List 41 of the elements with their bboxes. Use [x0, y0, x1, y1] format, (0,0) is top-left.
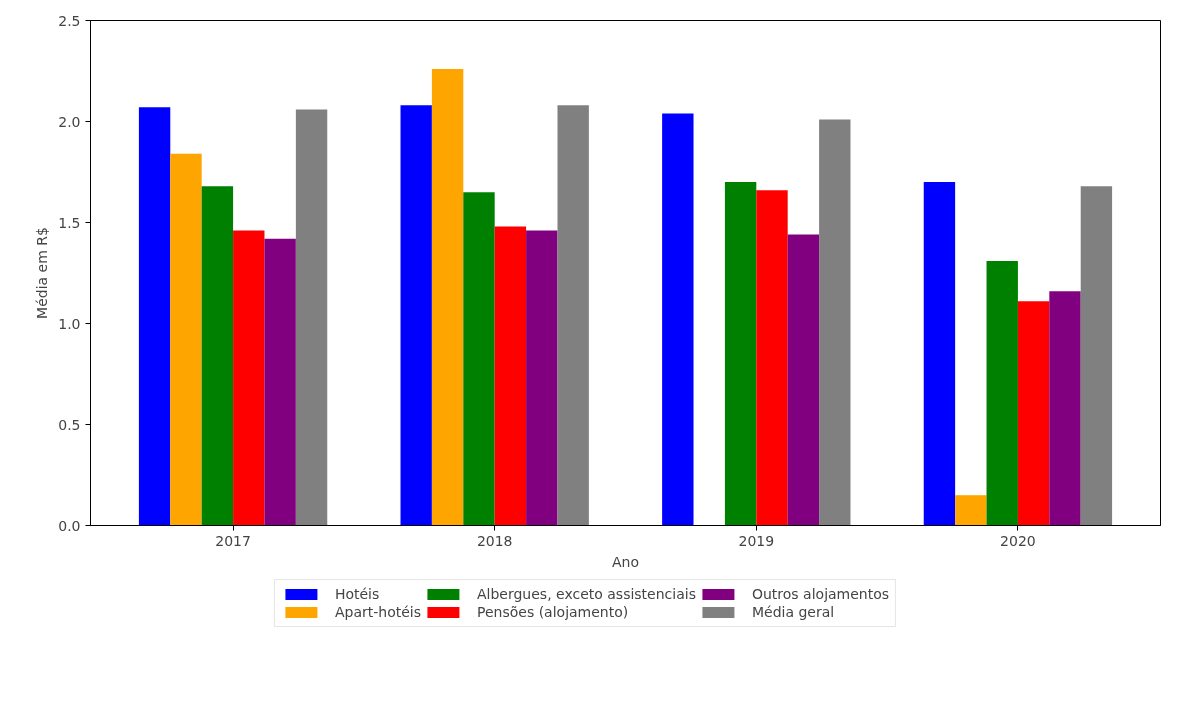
bar	[955, 495, 987, 526]
x-axis-title: Ano	[611, 553, 640, 570]
bar	[201, 186, 234, 526]
bar	[463, 192, 495, 526]
legend-label: Albergues, exceto assistenciais	[477, 586, 696, 602]
bar	[431, 68, 464, 526]
bar	[494, 226, 527, 526]
bar	[526, 230, 558, 526]
bar	[138, 107, 171, 526]
bar	[923, 182, 956, 526]
bar	[170, 153, 202, 526]
legend-label: Hotéis	[334, 586, 380, 602]
bar	[1049, 291, 1081, 526]
bar	[662, 113, 694, 526]
bar	[986, 260, 1018, 526]
bar	[1080, 186, 1113, 526]
x-tick-label: 2017	[215, 532, 251, 549]
bar	[557, 105, 589, 526]
bar	[400, 105, 432, 526]
bar	[264, 238, 296, 526]
y-tick-label: 1.5	[58, 214, 81, 231]
bar	[233, 230, 265, 526]
legend-label: Pensões (alojamento)	[477, 604, 629, 620]
y-tick-label: 0.5	[58, 416, 81, 433]
x-tick-label: 2019	[738, 532, 775, 549]
bar	[295, 109, 328, 526]
y-axis-title: Média em R$	[34, 227, 51, 319]
bar	[756, 190, 788, 526]
legend-label: Apart-hotéis	[334, 604, 421, 620]
y-tick-label: 0.0	[58, 517, 81, 534]
x-tick-label: 2018	[476, 532, 513, 549]
y-tick-label: 2.5	[58, 12, 81, 29]
bar	[1017, 301, 1050, 526]
bar	[819, 119, 851, 526]
x-tick-label: 2020	[1000, 532, 1036, 549]
y-tick-label: 2.0	[58, 113, 81, 130]
y-tick-label: 1.0	[58, 315, 81, 332]
bar	[724, 182, 757, 526]
bar	[787, 234, 820, 526]
legend-label: Outros alojamentos	[751, 586, 890, 602]
legend-label: Média geral	[751, 604, 835, 620]
